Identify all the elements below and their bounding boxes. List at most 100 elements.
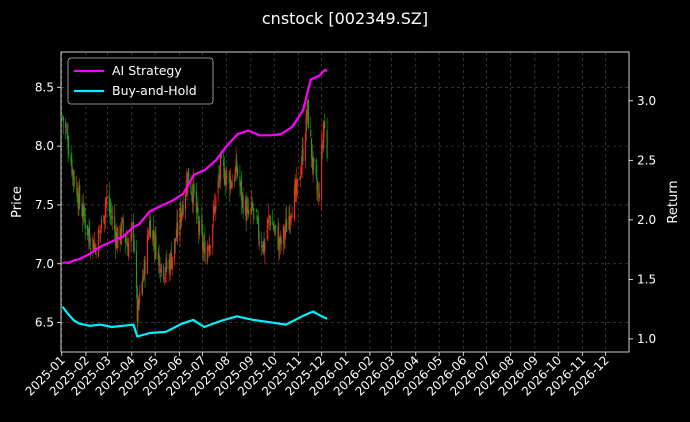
candle-body [289,216,292,222]
candle-body [142,276,145,281]
candle-body [146,234,148,274]
candle-body [304,140,306,162]
candle-body [299,177,301,180]
candle-body [285,219,287,229]
y-tick-label-left: 8.0 [35,139,54,153]
candle-body [275,224,277,227]
candle-body [266,229,268,240]
candle-body [119,225,121,242]
candle-body [138,299,140,305]
candle-body [163,277,166,280]
candle-body [242,195,244,214]
candle-body [246,207,248,220]
candle-body [212,206,215,222]
candle-body [97,228,99,258]
candle-body [258,241,260,243]
candle-body [121,218,124,222]
candle-body [131,223,133,227]
candle-body [214,206,216,212]
candle-body [229,175,231,190]
candle-body [224,181,226,185]
candle-body [203,243,205,246]
candle-body [132,221,134,238]
candle-body [253,208,255,209]
candle-body [233,179,236,182]
candle-body [137,299,139,322]
candle-body [111,216,113,220]
candle-body [77,202,79,208]
candle-body [315,159,317,176]
candle-body [174,238,176,259]
candle-body [261,249,264,251]
legend-box [67,57,214,105]
candle-body [132,223,134,225]
y-tick-label-right: 2.0 [637,213,656,227]
candle-body [291,215,293,218]
candle-body [272,224,274,230]
candle-body [293,188,295,220]
candle-body [257,218,259,220]
candle-body [218,177,220,179]
candle-body [278,235,280,250]
candle-body [135,251,138,289]
y-axis-label-right: Return [666,180,681,223]
candle-body [280,238,282,245]
candle-body [283,229,285,238]
candle-body [181,208,183,217]
legend: AI Strategy Buy-and-Hold [67,57,214,105]
candle-body [193,184,195,193]
candle-body [125,234,127,243]
buy-and-hold-line [61,306,328,338]
candle-body [239,176,241,187]
candle-body [277,226,279,250]
candle-body [198,220,200,232]
candle-body [208,249,210,252]
candle-body [153,230,155,240]
candle-body [240,179,243,201]
candle-body [191,194,194,203]
candle-body [170,252,172,271]
candle-body [188,168,190,184]
candle-body [117,226,119,248]
candle-body [110,208,112,214]
candle-body [263,238,265,253]
candle-body [258,218,260,240]
candle-body [202,247,204,251]
candle-body [148,235,150,237]
candle-body [66,131,68,133]
candle-body [300,166,302,174]
candle-body [68,149,70,156]
candle-body [136,287,138,323]
candle-body [273,228,275,230]
candle-body [111,216,113,219]
candle-body [109,208,111,212]
candle-body [310,129,312,137]
candle-body [306,117,308,120]
candle-body [177,223,179,236]
candle-body [147,236,149,238]
candle-body [268,216,270,219]
candle-body [307,100,309,118]
candle-body [171,257,173,270]
candle-body [286,219,288,233]
candle-body [317,193,320,195]
candle-body [184,194,187,211]
chart-title: cnstock [002349.SZ] [262,9,428,28]
candle-body [204,241,206,263]
candle-body [179,208,181,236]
candle-body [236,161,238,172]
candle-body [100,229,102,231]
candle-body [251,201,253,209]
candle-body [176,222,178,238]
price-candles [62,98,328,333]
candle-body [83,207,85,217]
candle-body [100,218,103,229]
candle-body [139,292,141,304]
candle-body [155,235,157,259]
candle-body [88,226,90,236]
candle-body [209,244,211,254]
candle-body [215,196,217,211]
candle-body [302,148,304,162]
candle-body [247,209,250,215]
candle-body [73,176,75,186]
